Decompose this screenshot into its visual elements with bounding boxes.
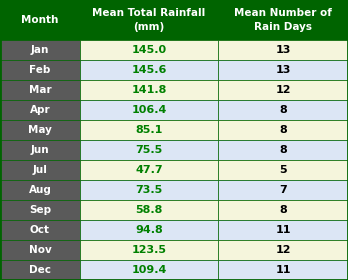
Text: 47.7: 47.7 — [135, 165, 163, 175]
Bar — [80, 80, 218, 100]
Bar — [218, 200, 348, 220]
Bar — [218, 0, 348, 40]
Bar — [218, 140, 348, 160]
Bar — [0, 60, 80, 80]
Bar — [80, 100, 218, 120]
Bar — [0, 160, 80, 180]
Bar — [218, 80, 348, 100]
Text: 13: 13 — [275, 45, 291, 55]
Text: 7: 7 — [279, 185, 287, 195]
Text: 58.8: 58.8 — [135, 205, 163, 215]
Bar — [218, 120, 348, 140]
Bar — [0, 40, 80, 60]
Text: 11: 11 — [275, 225, 291, 235]
Text: 11: 11 — [275, 265, 291, 275]
Text: 85.1: 85.1 — [135, 125, 163, 135]
Bar — [0, 140, 80, 160]
Text: Apr: Apr — [30, 105, 50, 115]
Bar — [218, 40, 348, 60]
Bar — [0, 240, 80, 260]
Text: Aug: Aug — [29, 185, 52, 195]
Text: 106.4: 106.4 — [131, 105, 167, 115]
Bar — [80, 180, 218, 200]
Text: Feb: Feb — [29, 65, 51, 75]
Text: 94.8: 94.8 — [135, 225, 163, 235]
Text: Mar: Mar — [29, 85, 51, 95]
Bar — [80, 60, 218, 80]
Text: 13: 13 — [275, 65, 291, 75]
Text: 5: 5 — [279, 165, 287, 175]
Text: 12: 12 — [275, 85, 291, 95]
Text: 145.0: 145.0 — [132, 45, 167, 55]
Text: 109.4: 109.4 — [131, 265, 167, 275]
Bar — [80, 240, 218, 260]
Text: Oct: Oct — [30, 225, 50, 235]
Text: Dec: Dec — [29, 265, 51, 275]
Text: Mean Total Rainfall
(mm): Mean Total Rainfall (mm) — [92, 8, 206, 32]
Text: 12: 12 — [275, 245, 291, 255]
Bar — [80, 260, 218, 280]
Bar — [218, 100, 348, 120]
Text: 8: 8 — [279, 145, 287, 155]
Text: 123.5: 123.5 — [132, 245, 166, 255]
Bar — [0, 0, 80, 40]
Bar — [218, 60, 348, 80]
Bar — [0, 200, 80, 220]
Bar — [0, 120, 80, 140]
Text: 141.8: 141.8 — [131, 85, 167, 95]
Bar — [80, 120, 218, 140]
Bar — [0, 180, 80, 200]
Bar — [218, 240, 348, 260]
Bar — [80, 40, 218, 60]
Text: Jun: Jun — [31, 145, 49, 155]
Text: 8: 8 — [279, 125, 287, 135]
Bar — [218, 220, 348, 240]
Bar — [80, 0, 218, 40]
Text: 8: 8 — [279, 105, 287, 115]
Text: 75.5: 75.5 — [135, 145, 163, 155]
Bar — [0, 260, 80, 280]
Bar — [0, 80, 80, 100]
Bar — [218, 180, 348, 200]
Bar — [80, 160, 218, 180]
Bar — [0, 100, 80, 120]
Text: Sep: Sep — [29, 205, 51, 215]
Bar — [0, 220, 80, 240]
Bar — [80, 140, 218, 160]
Text: Jan: Jan — [31, 45, 49, 55]
Bar — [80, 200, 218, 220]
Bar — [218, 160, 348, 180]
Text: Month: Month — [21, 15, 59, 25]
Text: 145.6: 145.6 — [131, 65, 167, 75]
Text: Nov: Nov — [29, 245, 52, 255]
Text: 8: 8 — [279, 205, 287, 215]
Text: 73.5: 73.5 — [135, 185, 163, 195]
Bar — [80, 220, 218, 240]
Text: Mean Number of
Rain Days: Mean Number of Rain Days — [234, 8, 332, 32]
Bar — [218, 260, 348, 280]
Text: May: May — [28, 125, 52, 135]
Text: Jul: Jul — [33, 165, 47, 175]
